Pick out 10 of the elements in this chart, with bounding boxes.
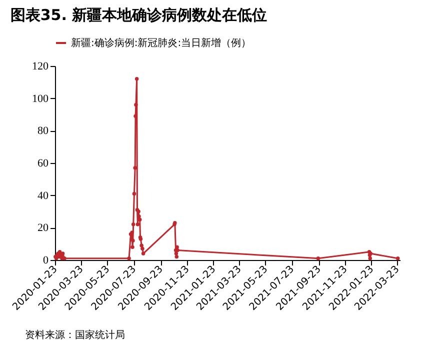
y-tick-label: 20	[38, 222, 49, 234]
text: 资料来源：国家统计局	[25, 329, 125, 341]
y-tick-label: 60	[38, 158, 49, 170]
legend-label: 新疆:确诊病例:新冠肺炎:当日新增（例）	[71, 37, 252, 49]
y-tick-label: 120	[32, 60, 49, 72]
y-tick-label: 100	[32, 92, 49, 105]
chart-title: 图表35. 新疆本地确诊病例数处在低位	[10, 6, 268, 24]
y-tick-label: 0	[43, 254, 49, 266]
y-tick-label: 40	[38, 190, 49, 202]
y-tick-label: 80	[38, 125, 49, 138]
